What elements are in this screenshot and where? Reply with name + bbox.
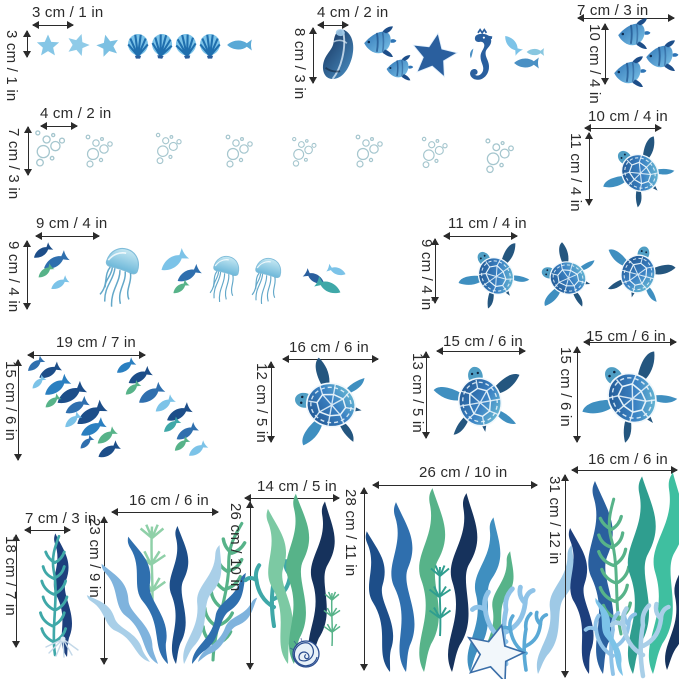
width-label: 4 cm / 2 in bbox=[317, 4, 389, 21]
height-arrow bbox=[585, 132, 594, 206]
width-label: 16 cm / 6 in bbox=[129, 492, 209, 509]
width-label: 9 cm / 4 in bbox=[36, 215, 108, 232]
width-arrow bbox=[571, 466, 678, 475]
height-label: 15 cm / 6 in bbox=[557, 347, 574, 427]
height-label: 15 cm / 6 in bbox=[2, 361, 19, 441]
width-arrow bbox=[35, 232, 100, 241]
width-label: 7 cm / 3 in bbox=[25, 510, 97, 527]
height-label: 8 cm / 3 in bbox=[291, 28, 308, 100]
width-arrow bbox=[372, 481, 538, 490]
height-label: 10 cm / 4 in bbox=[586, 24, 603, 104]
height-arrow bbox=[246, 501, 255, 670]
height-arrow bbox=[573, 346, 582, 443]
width-label: 4 cm / 2 in bbox=[40, 105, 112, 122]
width-arrow bbox=[24, 526, 71, 535]
height-label: 13 cm / 5 in bbox=[409, 353, 426, 433]
width-label: 19 cm / 7 in bbox=[56, 334, 136, 351]
width-arrow bbox=[436, 347, 526, 356]
width-label: 14 cm / 5 in bbox=[257, 478, 337, 495]
height-arrow bbox=[561, 474, 570, 678]
width-arrow bbox=[27, 351, 146, 360]
seaweed-tall-artwork bbox=[561, 471, 679, 679]
width-label: 3 cm / 1 in bbox=[32, 4, 104, 21]
width-label: 10 cm / 4 in bbox=[588, 108, 668, 125]
height-label: 28 cm / 11 in bbox=[342, 489, 359, 577]
height-label: 12 cm / 5 in bbox=[253, 363, 270, 443]
height-arrow bbox=[360, 487, 369, 671]
height-label: 11 cm / 4 in bbox=[567, 133, 584, 212]
width-label: 16 cm / 6 in bbox=[588, 451, 668, 468]
height-label: 7 cm / 3 in bbox=[5, 128, 22, 200]
height-label: 18 cm / 7 in bbox=[2, 536, 19, 616]
height-arrow bbox=[12, 534, 21, 648]
height-label: 23 cm / 9 in bbox=[86, 518, 103, 598]
width-arrow bbox=[32, 21, 74, 30]
height-arrow bbox=[422, 351, 431, 439]
height-arrow bbox=[14, 359, 23, 461]
height-label: 9 cm / 4 in bbox=[5, 241, 22, 313]
height-label: 31 cm / 12 in bbox=[546, 476, 563, 565]
width-label: 11 cm / 4 in bbox=[448, 215, 527, 232]
width-arrow bbox=[583, 338, 677, 347]
height-label: 3 cm / 1 in bbox=[3, 30, 20, 102]
width-arrow bbox=[111, 508, 219, 517]
width-arrow bbox=[443, 232, 518, 241]
width-arrow bbox=[244, 494, 340, 503]
height-arrow bbox=[431, 238, 440, 304]
height-arrow bbox=[100, 516, 109, 665]
height-label: 26 cm / 10 in bbox=[227, 503, 244, 592]
width-label: 26 cm / 10 in bbox=[419, 464, 508, 481]
width-label: 16 cm / 6 in bbox=[289, 339, 369, 356]
width-arrow bbox=[584, 124, 662, 133]
height-label: 9 cm / 4 in bbox=[418, 239, 435, 311]
width-label: 15 cm / 6 in bbox=[443, 333, 523, 350]
width-label: 15 cm / 6 in bbox=[586, 328, 666, 345]
height-arrow bbox=[309, 27, 318, 84]
height-arrow bbox=[23, 30, 32, 58]
width-arrow bbox=[282, 355, 379, 364]
width-arrow bbox=[40, 122, 78, 131]
height-arrow bbox=[267, 361, 276, 443]
width-arrow bbox=[577, 14, 675, 23]
height-arrow bbox=[24, 126, 33, 176]
width-label: 7 cm / 3 in bbox=[577, 2, 649, 19]
height-arrow bbox=[23, 240, 32, 310]
width-arrow bbox=[317, 21, 349, 30]
height-arrow bbox=[601, 23, 610, 85]
